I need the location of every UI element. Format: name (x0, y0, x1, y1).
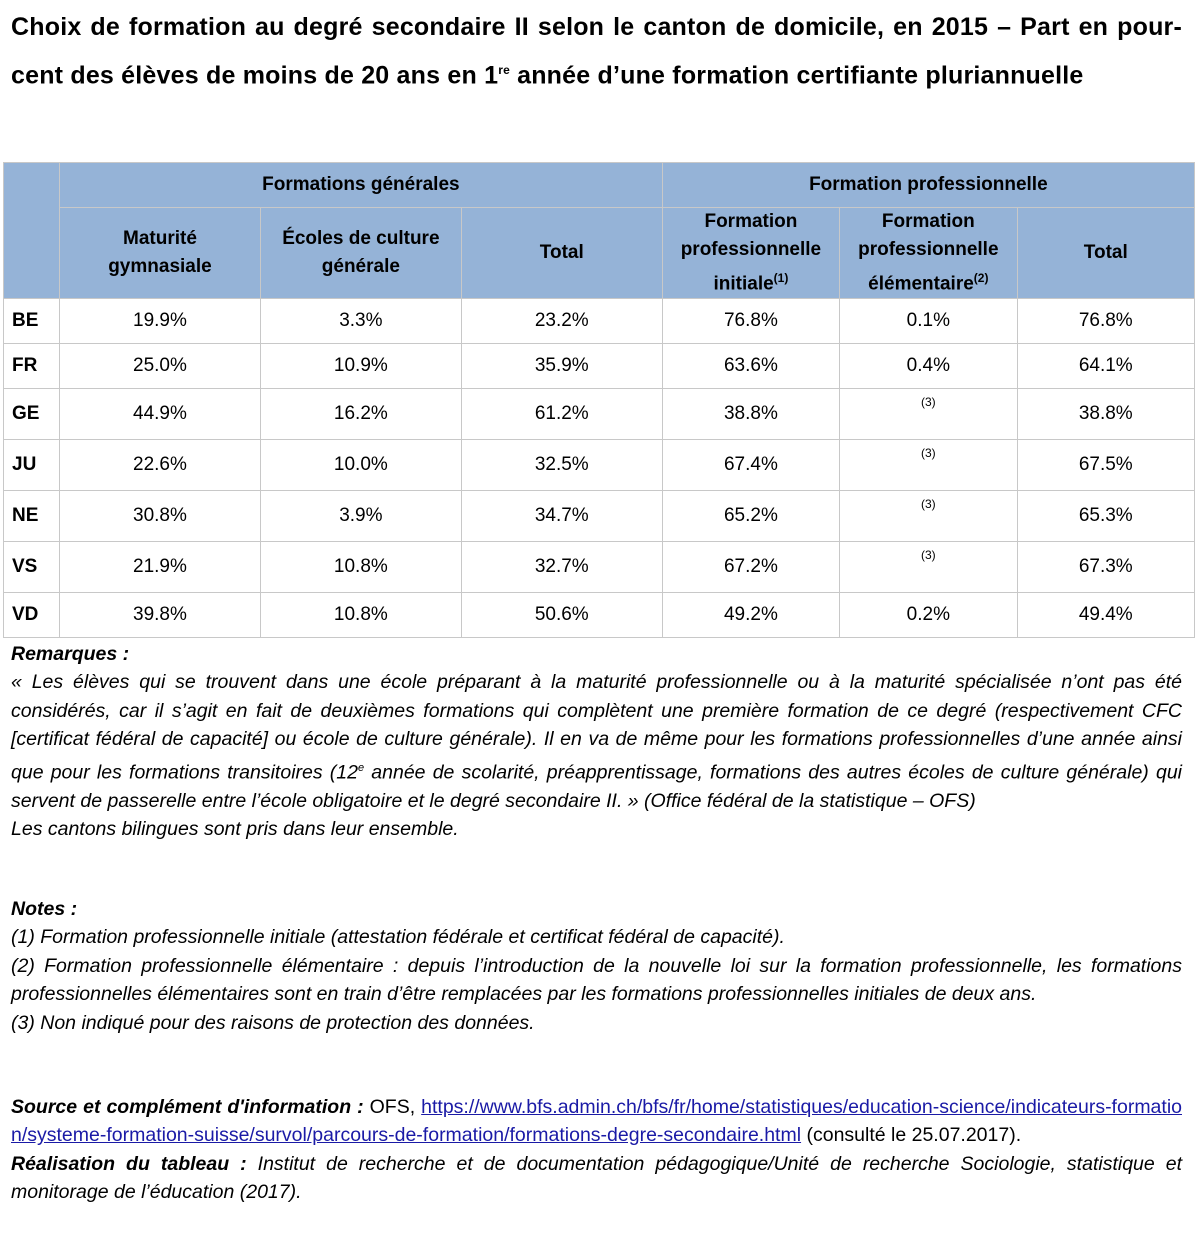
remarks-sup: e (357, 761, 365, 774)
table-cell: 25.0% (59, 343, 261, 390)
table-cell: 38.8% (1016, 388, 1196, 441)
source-label: Source et complément d'information : (11, 1096, 364, 1118)
table-cell: 65.2% (661, 490, 841, 543)
table-row: JU 22.6% 10.0% 32.5% 67.4% (3) 67.5% (3, 439, 1196, 492)
table-cell: 32.7% (460, 541, 663, 594)
document-title: Choix de formation au degré secondaire I… (11, 6, 1182, 97)
table-cell: 3.9% (259, 490, 462, 543)
title-text: Choix de formation au degré secondaire I… (11, 13, 1182, 90)
column-header: Formation professionnelle initiale(1) (661, 206, 841, 300)
table-row: VD 39.8% 10.8% 50.6% 49.2% 0.2% 49.4% (3, 592, 1196, 639)
table-row: FR 25.0% 10.9% 35.9% 63.6% 0.4% 64.1% (3, 343, 1196, 390)
notes-section: Notes : (1) Formation professionnelle in… (11, 895, 1182, 1037)
title-text-end: année d’une formation certifiante pluria… (509, 61, 1084, 90)
table-cell: 44.9% (59, 388, 261, 441)
note-item: (1) Formation professionnelle initiale (… (11, 926, 785, 949)
column-label: Formation professionnelle initiale(1) (680, 211, 822, 295)
table-cell: 10.8% (259, 541, 462, 594)
canton-label: VS (3, 541, 60, 594)
table-cell: 38.8% (661, 388, 841, 441)
canton-label: FR (3, 343, 60, 390)
table-cell: 3.3% (259, 298, 462, 345)
canton-label: VD (3, 592, 60, 639)
table-row: GE 44.9% 16.2% 61.2% 38.8% (3) 38.8% (3, 388, 1196, 441)
table-cell: (3) (839, 388, 1018, 441)
table-cell: 39.8% (59, 592, 261, 639)
table-cell: (3) (839, 490, 1018, 543)
notes-heading: Notes : (11, 898, 78, 920)
remarks-section: Remarques : « Les élèves qui se trouvent… (11, 640, 1182, 843)
column-header: Écoles de culture générale (259, 206, 462, 300)
table-cell: 16.2% (259, 388, 462, 441)
note-item: (3) Non indiqué pour des raisons de prot… (11, 1011, 535, 1034)
table-cell: 10.0% (259, 439, 462, 492)
table-cell: (3) (839, 439, 1018, 492)
table-cell: 19.9% (59, 298, 261, 345)
table-cell: (3) (839, 541, 1018, 594)
table-cell: 0.1% (839, 298, 1018, 345)
table-cell: 10.9% (259, 343, 462, 390)
column-header: Total (1016, 206, 1196, 300)
remarks-bilingual: Les cantons bilingues sont pris dans leu… (11, 817, 459, 840)
table-cell: 61.2% (460, 388, 663, 441)
group-header: Formations générales (59, 162, 663, 208)
column-footnote: (2) (973, 271, 989, 285)
table-cell: 49.2% (661, 592, 841, 639)
canton-label: NE (3, 490, 60, 543)
table-cell: 21.9% (59, 541, 261, 594)
column-label: Maturité gymnasiale (108, 228, 212, 278)
column-label: Écoles de culture générale (282, 228, 440, 278)
table-cell: 76.8% (661, 298, 841, 345)
table-cell: 63.6% (661, 343, 841, 390)
table-cell: 67.4% (661, 439, 841, 492)
table-cell: 49.4% (1016, 592, 1196, 639)
canton-label: JU (3, 439, 60, 492)
table-cell: 64.1% (1016, 343, 1196, 390)
source-org: OFS, (363, 1096, 422, 1118)
source-section: Source et complément d'information : OFS… (11, 1093, 1182, 1207)
remarks-text-2: année de scolarité, préapprentissage, fo… (11, 761, 1182, 812)
column-header: Maturité gymnasiale (59, 206, 261, 300)
canton-label: GE (3, 388, 60, 441)
column-header: Formation professionnelle élémentaire(2) (839, 206, 1018, 300)
table-cell: 67.5% (1016, 439, 1196, 492)
table-row: VS 21.9% 10.8% 32.7% 67.2% (3) 67.3% (3, 541, 1196, 594)
table-cell: 76.8% (1016, 298, 1196, 345)
realisation-label: Réalisation du tableau : (11, 1152, 247, 1175)
table-cell: 35.9% (460, 343, 663, 390)
table-row: BE 19.9% 3.3% 23.2% 76.8% 0.1% 76.8% (3, 298, 1196, 345)
table-cell: 67.2% (661, 541, 841, 594)
table-row: NE 30.8% 3.9% 34.7% 65.2% (3) 65.3% (3, 490, 1196, 543)
title-sup: re (498, 63, 510, 77)
table-cell: 30.8% (59, 490, 261, 543)
note-item: (2) Formation professionnelle élémentair… (11, 954, 1182, 1006)
data-table: Formations générales Formation professio… (3, 161, 1196, 639)
table-cell: 67.3% (1016, 541, 1196, 594)
column-header: Total (460, 206, 663, 300)
table-cell: 50.6% (460, 592, 663, 639)
table-cell: 22.6% (59, 439, 261, 492)
consulted-date: (consulté le 25.07.2017). (801, 1124, 1022, 1147)
column-footnote: (1) (773, 271, 789, 285)
remarks-heading: Remarques : (11, 643, 130, 665)
column-label: Total (1083, 242, 1128, 264)
table-cell: 23.2% (460, 298, 663, 345)
group-header: Formation professionnelle (661, 162, 1196, 208)
table-cell: 0.2% (839, 592, 1018, 639)
source-link[interactable]: https://www.bfs.admin.ch/bfs/fr/home/sta… (11, 1096, 1182, 1147)
table-cell: 65.3% (1016, 490, 1196, 543)
table-cell: 34.7% (460, 490, 663, 543)
column-label: Total (539, 242, 584, 264)
canton-label: BE (3, 298, 60, 345)
realisation-text: Institut de recherche et de documentatio… (11, 1152, 1183, 1204)
remarks-text: « Les élèves qui se trouvent dans une éc… (11, 671, 1182, 784)
column-label: Formation professionnelle élémentaire(2) (858, 211, 999, 295)
table-cell: 10.8% (259, 592, 462, 639)
table-cell: 0.4% (839, 343, 1018, 390)
corner-cell (3, 161, 60, 300)
table-cell: 32.5% (460, 439, 663, 492)
